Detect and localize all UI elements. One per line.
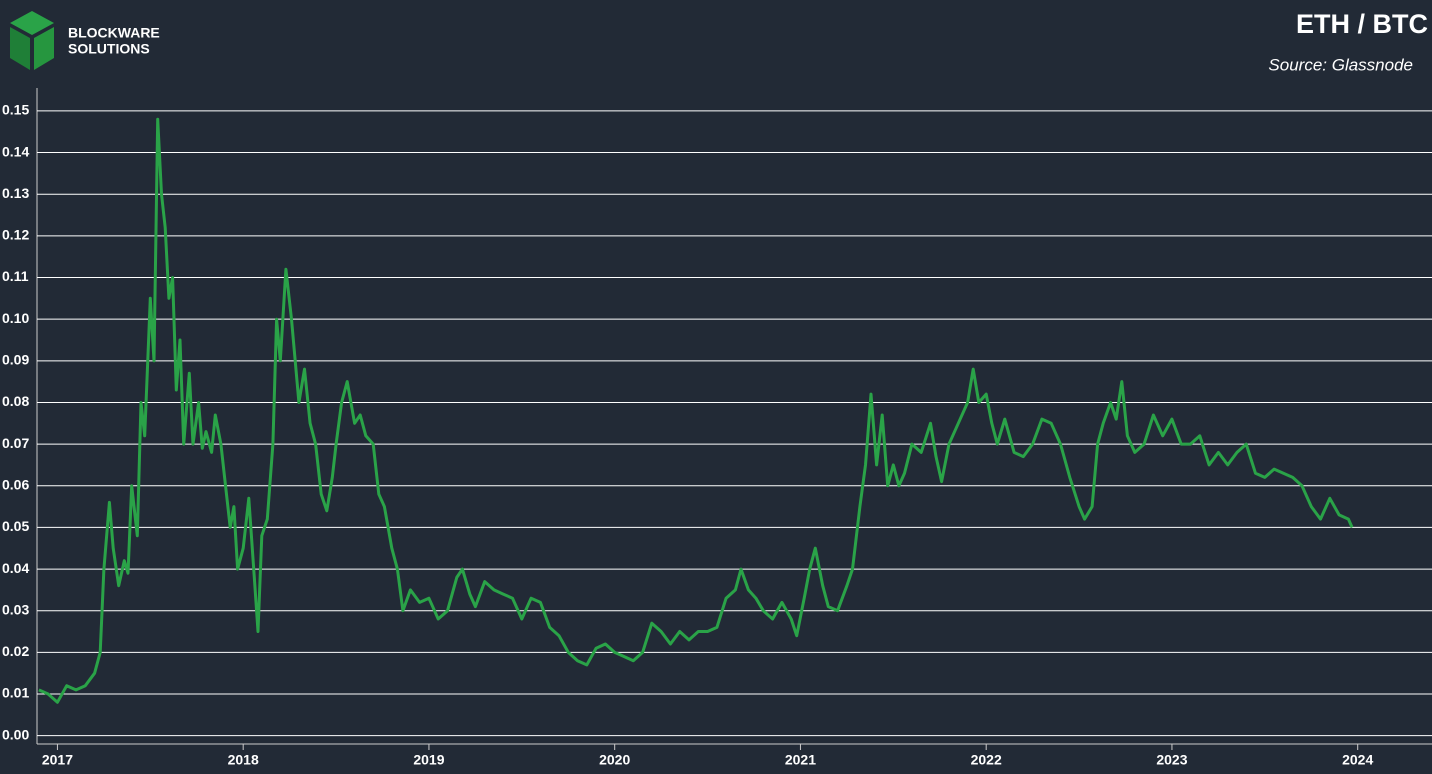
chart-title: ETH / BTC [1296,9,1428,39]
y-tick-label: 0.01 [2,685,29,701]
y-tick-label: 0.04 [2,560,29,576]
y-tick-label: 0.07 [2,435,29,451]
y-tick-label: 0.08 [2,393,29,409]
y-tick-label: 0.14 [2,143,29,159]
x-tick-label: 2023 [1156,752,1187,768]
y-tick-label: 0.00 [2,726,29,742]
y-tick-label: 0.11 [2,268,29,284]
y-tick-label: 0.06 [2,476,29,492]
x-tick-label: 2019 [413,752,444,768]
y-tick-label: 0.09 [2,352,29,368]
y-tick-label: 0.15 [2,102,29,118]
chart-subtitle: Source: Glassnode [1268,55,1413,74]
y-tick-label: 0.12 [2,227,29,243]
x-tick-label: 2024 [1342,752,1373,768]
brand-line1: BLOCKWARE [68,25,160,41]
x-tick-label: 2017 [42,752,73,768]
brand-line2: SOLUTIONS [68,41,150,57]
y-tick-label: 0.13 [2,185,29,201]
line [38,117,1354,704]
y-tick-label: 0.02 [2,643,29,659]
y-tick-label: 0.03 [2,601,29,617]
logo: BLOCKWARE SOLUTIONS [10,11,160,70]
x-tick-label: 2018 [228,752,259,768]
x-tick-label: 2020 [599,752,630,768]
y-tick-label: 0.10 [2,310,29,326]
y-tick-label: 0.05 [2,518,29,534]
x-tick-label: 2021 [785,752,816,768]
x-tick-label: 2022 [971,752,1002,768]
